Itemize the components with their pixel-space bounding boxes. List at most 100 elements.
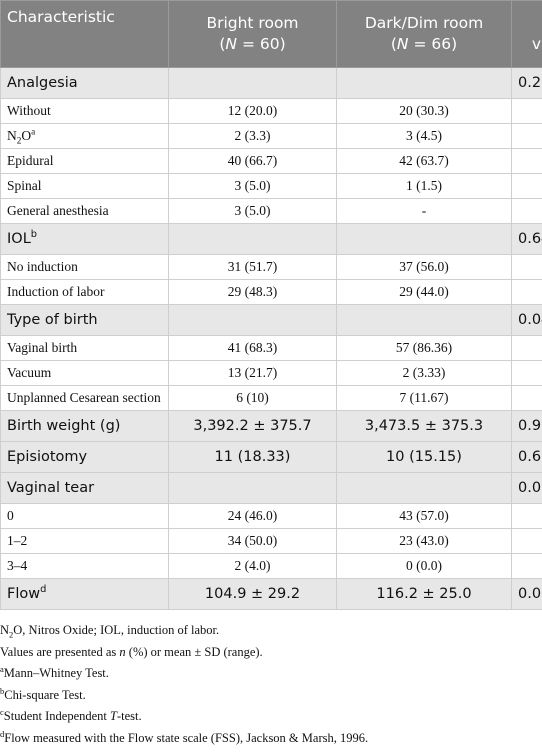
text: = 60) bbox=[237, 35, 286, 53]
cell: Analgesia bbox=[0, 67, 169, 99]
cell: Vacuum bbox=[0, 360, 169, 386]
item-row: 1–2 34 (50.0) 23 (43.0) bbox=[0, 528, 542, 554]
text: ( bbox=[390, 35, 397, 53]
cell bbox=[511, 279, 542, 305]
item-row: Unplanned Cesarean section 6 (10) 7 (11.67… bbox=[0, 385, 542, 411]
header-line: (N = 66) bbox=[343, 34, 505, 55]
cell bbox=[511, 528, 542, 554]
cell: Type of birth bbox=[0, 304, 169, 336]
text: Vaginal tear bbox=[7, 480, 95, 496]
header-line: value bbox=[518, 34, 542, 55]
header-line: Dark/Dim room bbox=[343, 13, 505, 34]
text: 0.03 bbox=[518, 586, 542, 602]
text: IOL bbox=[7, 231, 31, 247]
text: 2 (3.3) bbox=[234, 128, 271, 143]
item-row: 3–4 2 (4.0) 0 (0.0) bbox=[0, 553, 542, 579]
cell: Vaginal tear bbox=[0, 472, 169, 504]
cell: 10 (15.15) bbox=[336, 441, 512, 473]
text: Analgesia bbox=[7, 75, 78, 91]
text: Mann–Whitney Test. bbox=[3, 666, 109, 680]
cell: 0.99a bbox=[511, 410, 542, 442]
section-row: Type of birth 0.04b bbox=[0, 304, 542, 336]
item-row: Vaginal birth 41 (68.3) 57 (86.36) bbox=[0, 335, 542, 361]
text: 0.01 bbox=[518, 480, 542, 496]
cell: N2Oa bbox=[0, 123, 169, 149]
text: 31 (51.7) bbox=[227, 259, 278, 274]
text: O, Nitros Oxide; IOL, induction of labor… bbox=[13, 623, 220, 637]
text: General anesthesia bbox=[7, 203, 109, 218]
cell: 40 (66.7) bbox=[168, 148, 337, 174]
text: 6 (10) bbox=[236, 390, 269, 405]
section-row: Vaginal tear 0.01b bbox=[0, 472, 542, 504]
italic-text: N bbox=[396, 35, 409, 53]
cell: 3 (5.0) bbox=[168, 198, 337, 224]
cell: 42 (63.7) bbox=[336, 148, 512, 174]
text: Chi-square Test. bbox=[4, 687, 86, 702]
text: 2 (4.0) bbox=[234, 558, 271, 573]
cell: Vaginal birth bbox=[0, 335, 169, 361]
cell bbox=[168, 67, 337, 99]
cell bbox=[336, 304, 512, 336]
cell: 0.04b bbox=[511, 304, 542, 336]
sup-text: c bbox=[0, 706, 4, 717]
cell: 3–4 bbox=[0, 553, 169, 579]
footnote: aMann–Whitney Test. bbox=[0, 663, 542, 685]
text: Vacuum bbox=[7, 365, 52, 380]
footnote: Values are presented as n (%) or mean ± … bbox=[0, 642, 542, 664]
text: 11 (18.33) bbox=[214, 449, 291, 465]
text: Student Independent bbox=[3, 709, 111, 723]
text: 2 (3.33) bbox=[402, 365, 446, 380]
cell: 1–2 bbox=[0, 528, 169, 554]
cell: No induction bbox=[0, 254, 169, 280]
text: ( bbox=[219, 35, 226, 53]
text: 1–2 bbox=[7, 533, 28, 548]
header-row: Characteristic Bright room (N = 60) Dark/Di… bbox=[0, 0, 542, 68]
cell bbox=[168, 304, 337, 336]
cell: Unplanned Cesarean section bbox=[0, 385, 169, 411]
italic-text: N bbox=[225, 35, 238, 53]
text: Induction of labor bbox=[7, 284, 105, 299]
text: Epidural bbox=[7, 153, 54, 168]
item-row: Epidural 40 (66.7) 42 (63.7) bbox=[0, 148, 542, 174]
item-row: Spinal 3 (5.0) 1 (1.5) bbox=[0, 173, 542, 199]
text: = 66) bbox=[408, 35, 458, 53]
text: 43 (57.0) bbox=[399, 508, 449, 523]
text: 1 (1.5) bbox=[406, 178, 442, 193]
cell bbox=[168, 223, 337, 255]
text: No induction bbox=[7, 259, 78, 274]
cell: 31 (51.7) bbox=[168, 254, 337, 280]
cell: IOLb bbox=[0, 223, 169, 255]
item-row: Vacuum 13 (21.7) 2 (3.33) bbox=[0, 360, 542, 386]
section-row: Flowd 104.9 ± 29.2 116.2 ± 25.0 0.03c bbox=[0, 578, 542, 610]
text: 10 (15.15) bbox=[386, 449, 462, 465]
sup-text: a bbox=[31, 126, 36, 137]
header-line: Characteristic bbox=[7, 7, 162, 28]
text: 0.23 bbox=[518, 75, 542, 91]
header-cell: Pvalue bbox=[511, 0, 542, 68]
cell: 0 bbox=[0, 503, 169, 529]
section-row: Birth weight (g) 3,392.2 ± 375.7 3,473.5 ±… bbox=[0, 410, 542, 442]
cell: Without bbox=[0, 98, 169, 124]
cell bbox=[511, 553, 542, 579]
text: 0 (0.0) bbox=[406, 558, 442, 573]
footnote: cStudent Independent T-test. bbox=[0, 706, 542, 728]
footnotes: N2O, Nitros Oxide; IOL, induction of lab… bbox=[0, 620, 542, 749]
cell: - bbox=[336, 198, 512, 224]
cell bbox=[511, 198, 542, 224]
text: 12 (20.0) bbox=[227, 103, 278, 118]
item-row: Without 12 (20.0) 20 (30.3) bbox=[0, 98, 542, 124]
text: Birth weight (g) bbox=[7, 418, 121, 434]
text: 29 (44.0) bbox=[399, 284, 449, 299]
data-table: Characteristic Bright room (N = 60) Dark/Di… bbox=[0, 0, 542, 610]
text: 3,473.5 ± 375.3 bbox=[364, 418, 484, 434]
item-row: Induction of labor 29 (48.3) 29 (44.0) bbox=[0, 279, 542, 305]
section-row: Analgesia 0.23b bbox=[0, 67, 542, 99]
cell: 11 (18.33) bbox=[168, 441, 337, 473]
cell: 0.01b bbox=[511, 472, 542, 504]
text: Spinal bbox=[7, 178, 42, 193]
cell: 6 (10) bbox=[168, 385, 337, 411]
text: (%) or mean ± SD (range). bbox=[125, 644, 263, 659]
sup-text: d bbox=[0, 728, 5, 739]
